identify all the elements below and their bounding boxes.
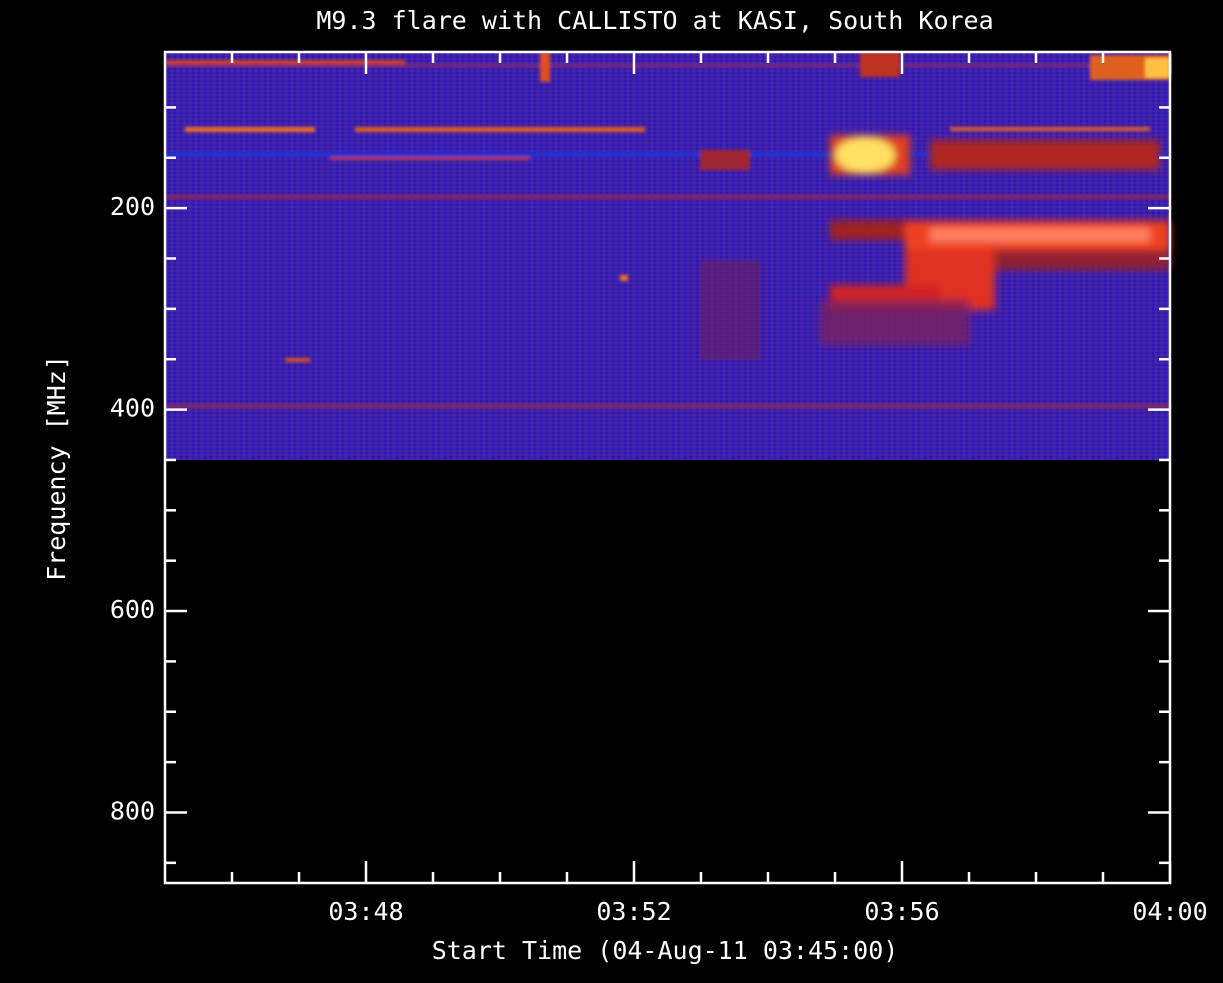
x-axis-label: Start Time (04-Aug-11 03:45:00) (432, 936, 899, 965)
x-tick-label: 03:56 (864, 897, 939, 926)
x-tick-label: 03:48 (328, 897, 403, 926)
y-tick-label: 600 (110, 595, 155, 624)
spectrogram (165, 52, 1170, 460)
y-tick-label: 400 (110, 394, 155, 423)
y-tick-label: 200 (110, 192, 155, 221)
x-tick-label: 04:00 (1132, 897, 1207, 926)
chart-title: M9.3 flare with CALLISTO at KASI, South … (316, 6, 993, 35)
x-tick-label: 03:52 (596, 897, 671, 926)
plot-frame (163, 50, 1172, 885)
bursts (165, 52, 1170, 408)
y-tick-label: 800 (110, 796, 155, 825)
y-axis-label: Frequency [MHz] (42, 355, 71, 581)
flare-emission (820, 135, 1170, 345)
